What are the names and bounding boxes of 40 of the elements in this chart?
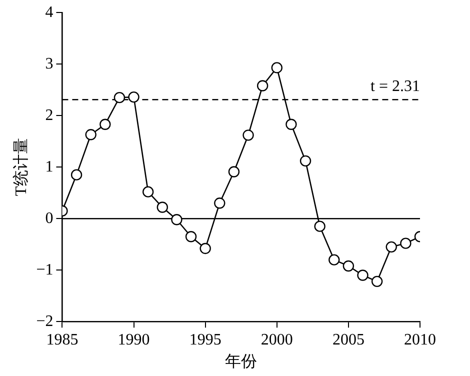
point (142, 186, 154, 198)
x-tick-label: 1995 (189, 331, 222, 348)
point (271, 62, 282, 74)
point (357, 270, 368, 281)
point (228, 166, 240, 178)
y-tick-label: 1 (45, 158, 54, 176)
point (300, 155, 312, 167)
point (185, 231, 197, 242)
y-tick-label: 0 (45, 210, 54, 227)
point (85, 129, 96, 140)
x-tick-label: 2000 (260, 331, 293, 348)
point (342, 260, 354, 272)
y-tick-label: 3 (45, 55, 54, 72)
point (386, 241, 397, 253)
point (128, 91, 140, 103)
x-tick-label: 1985 (46, 331, 78, 348)
y-tick-label: 4 (45, 4, 54, 21)
x-tick-label: 2010 (404, 331, 436, 348)
point (256, 80, 268, 92)
y-tick-label: 2 (45, 106, 54, 124)
point (328, 254, 340, 266)
point (371, 276, 383, 288)
point (214, 198, 226, 209)
point (100, 118, 111, 130)
point (242, 130, 254, 141)
point (200, 242, 211, 254)
point (114, 92, 126, 104)
x-axis-title: 年份 (225, 354, 258, 371)
point (286, 118, 297, 130)
point (171, 214, 182, 226)
x-tick-label: 2005 (332, 331, 364, 348)
point (70, 169, 82, 180)
x-tick-label: 1990 (118, 331, 150, 348)
ref-line-label: t = 2.31 (370, 78, 420, 95)
y-tick-label: −2 (36, 312, 54, 330)
point (400, 238, 412, 249)
point (156, 202, 168, 213)
point (314, 220, 326, 232)
y-axis-title: T统计量 (12, 138, 30, 196)
y-tick-label: −1 (36, 261, 54, 278)
